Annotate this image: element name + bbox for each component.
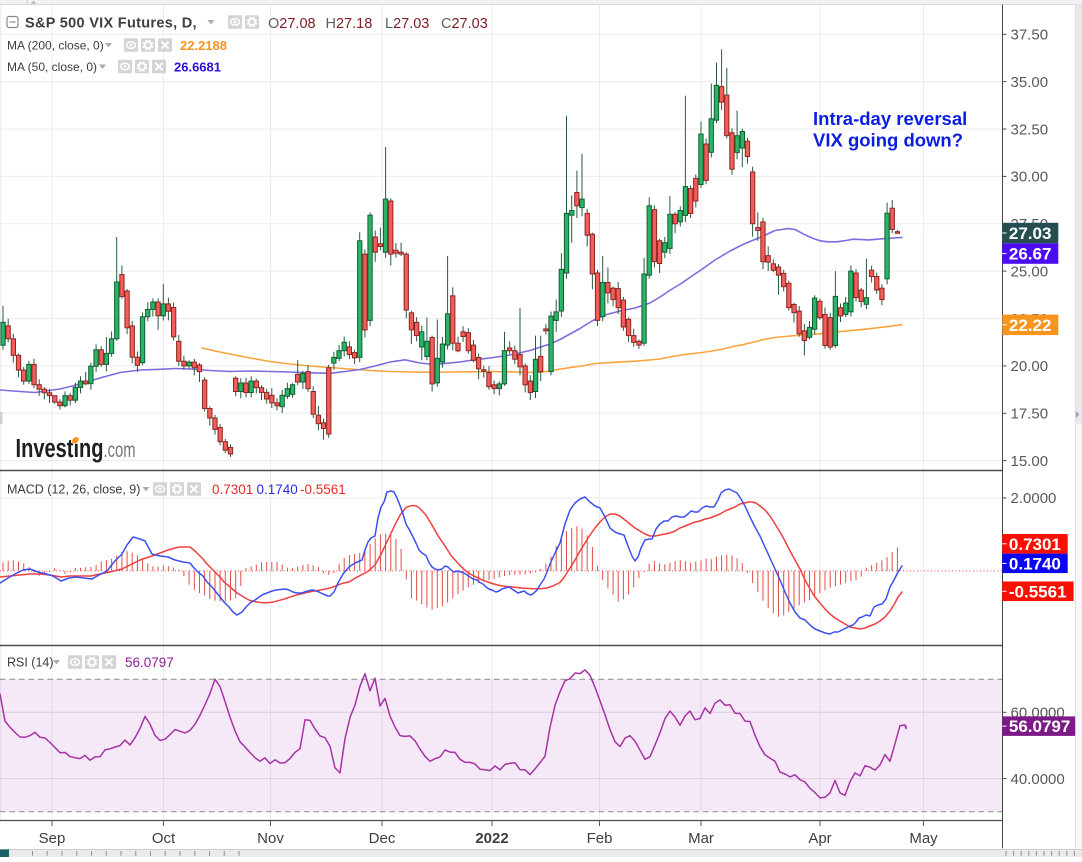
svg-text:25.00: 25.00 — [1011, 263, 1049, 280]
svg-text:15.00: 15.00 — [1011, 453, 1049, 470]
svg-text:Apr: Apr — [808, 830, 831, 847]
svg-text:32.50: 32.50 — [1011, 121, 1049, 138]
svg-text:2022: 2022 — [475, 830, 508, 847]
svg-text:40.0000: 40.0000 — [1011, 771, 1065, 788]
svg-text:S&P 500 VIX Futures, D,: S&P 500 VIX Futures, D, — [25, 16, 197, 32]
svg-text:Nov: Nov — [257, 830, 284, 847]
svg-text:Feb: Feb — [587, 830, 613, 847]
svg-text:0.1740: 0.1740 — [1009, 554, 1061, 573]
svg-text:MACD (12, 26, close, 9): MACD (12, 26, close, 9) — [7, 483, 140, 497]
svg-text:May: May — [909, 830, 938, 847]
svg-text:27.03: 27.03 — [1009, 224, 1052, 243]
svg-text:37.50: 37.50 — [1011, 27, 1049, 44]
svg-text:-0.5561: -0.5561 — [300, 482, 346, 497]
svg-text:35.00: 35.00 — [1011, 74, 1049, 91]
svg-text:Oct: Oct — [152, 830, 176, 847]
svg-text:2.0000: 2.0000 — [1011, 490, 1057, 507]
svg-text:Mar: Mar — [688, 830, 714, 847]
svg-text:Dec: Dec — [369, 830, 396, 847]
svg-text:22.2188: 22.2188 — [180, 38, 227, 53]
svg-text:-0.5561: -0.5561 — [1009, 582, 1067, 601]
svg-text:20.00: 20.00 — [1011, 358, 1049, 375]
svg-text:Intra-day reversal: Intra-day reversal — [813, 108, 967, 129]
svg-text:26.67: 26.67 — [1009, 245, 1052, 264]
svg-text:56.0797: 56.0797 — [125, 655, 174, 670]
svg-text:Sep: Sep — [39, 830, 66, 847]
svg-text:RSI (14): RSI (14) — [7, 656, 54, 670]
svg-text:MA (200, close, 0): MA (200, close, 0) — [7, 39, 104, 53]
svg-text:17.50: 17.50 — [1011, 406, 1049, 423]
svg-text:O27.08: O27.08 — [268, 16, 316, 32]
svg-text:0.7301: 0.7301 — [1009, 535, 1061, 554]
svg-text:30.00: 30.00 — [1011, 169, 1049, 186]
svg-text:C27.03: C27.03 — [441, 16, 488, 32]
svg-text:22.22: 22.22 — [1009, 316, 1052, 335]
svg-text:L27.03: L27.03 — [385, 16, 429, 32]
svg-text:56.0797: 56.0797 — [1009, 717, 1070, 736]
svg-text:VIX going down?: VIX going down? — [813, 130, 963, 151]
svg-text:MA (50, close, 0): MA (50, close, 0) — [7, 60, 97, 74]
svg-text:0.7301: 0.7301 — [212, 482, 253, 497]
svg-text:H27.18: H27.18 — [326, 16, 373, 32]
svg-text:26.6681: 26.6681 — [174, 59, 221, 74]
svg-text:0.1740: 0.1740 — [257, 482, 298, 497]
